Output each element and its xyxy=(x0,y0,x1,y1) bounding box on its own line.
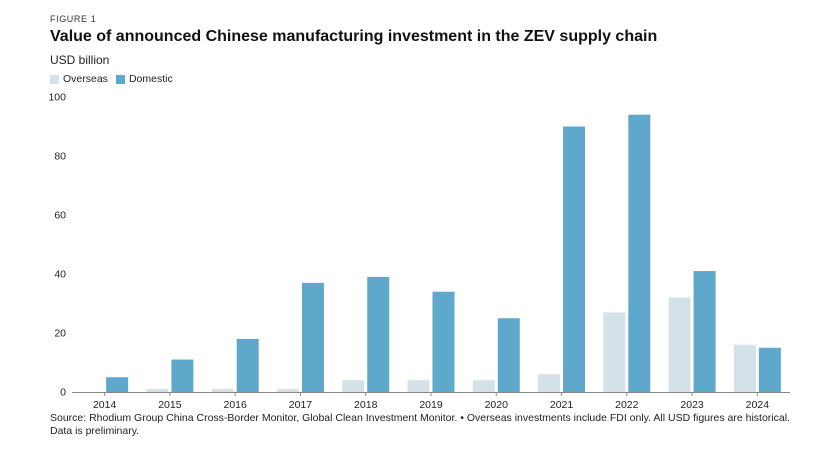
bar-overseas-2023 xyxy=(668,297,691,392)
y-axis-unit-label: USD billion xyxy=(50,53,110,67)
legend-swatch-overseas xyxy=(50,74,59,84)
bar-overseas-2019 xyxy=(407,380,430,392)
bar-overseas-2024 xyxy=(733,344,756,392)
bar-domestic-2024 xyxy=(758,347,781,392)
bar-overseas-2015 xyxy=(146,389,169,392)
y-tick-label: 20 xyxy=(54,328,66,340)
legend-item-domestic: Domestic xyxy=(115,73,173,85)
bar-overseas-2020 xyxy=(472,380,495,392)
x-tick-label: 2017 xyxy=(289,399,313,411)
bar-domestic-2014 xyxy=(106,377,129,392)
chart-title: Value of announced Chinese manufacturing… xyxy=(50,28,658,45)
bar-overseas-2021 xyxy=(538,374,561,392)
bar-overseas-2022 xyxy=(603,312,626,392)
legend-label-overseas: Overseas xyxy=(63,73,108,85)
y-tick-label: 80 xyxy=(54,151,66,163)
legend-swatch-domestic xyxy=(115,74,125,84)
x-tick-label: 2016 xyxy=(224,399,248,411)
y-tick-label: 40 xyxy=(54,269,66,281)
x-tick-label: 2024 xyxy=(746,399,770,411)
bar-domestic-2017 xyxy=(301,282,324,392)
x-tick-label: 2021 xyxy=(550,399,574,411)
y-tick-label: 60 xyxy=(54,210,66,222)
bar-overseas-2018 xyxy=(342,380,365,392)
bar-chart: 0 20 40 60 80 100 2014 2015 2016 2017 2018 2019 2020… xyxy=(48,92,790,411)
x-tick-label: 2015 xyxy=(158,399,182,411)
bar-domestic-2018 xyxy=(367,276,390,392)
bar-domestic-2016 xyxy=(236,338,259,392)
bar-domestic-2021 xyxy=(563,126,586,392)
figure-label: FIGURE 1 xyxy=(50,14,97,24)
bar-domestic-2019 xyxy=(432,291,455,392)
y-tick-label: 100 xyxy=(48,92,66,104)
bar-domestic-2023 xyxy=(693,271,716,392)
bar-overseas-2016 xyxy=(211,389,234,392)
bar-domestic-2015 xyxy=(171,359,194,392)
chart-legend: Overseas Domestic xyxy=(50,73,177,85)
y-tick-label: 0 xyxy=(60,387,66,399)
legend-item-overseas: Overseas xyxy=(50,73,108,85)
x-tick-label: 2023 xyxy=(680,399,704,411)
x-tick-label: 2014 xyxy=(93,399,117,411)
bar-overseas-2017 xyxy=(276,389,299,392)
legend-label-domestic: Domestic xyxy=(128,73,173,85)
bar-domestic-2022 xyxy=(628,114,651,392)
x-tick-label: 2018 xyxy=(354,399,378,411)
x-tick-label: 2019 xyxy=(419,399,443,411)
x-tick-label: 2022 xyxy=(615,399,639,411)
bar-domestic-2020 xyxy=(497,318,520,392)
source-note: Source: Rhodium Group China Cross-Border… xyxy=(50,412,790,437)
x-tick-label: 2020 xyxy=(485,399,509,411)
